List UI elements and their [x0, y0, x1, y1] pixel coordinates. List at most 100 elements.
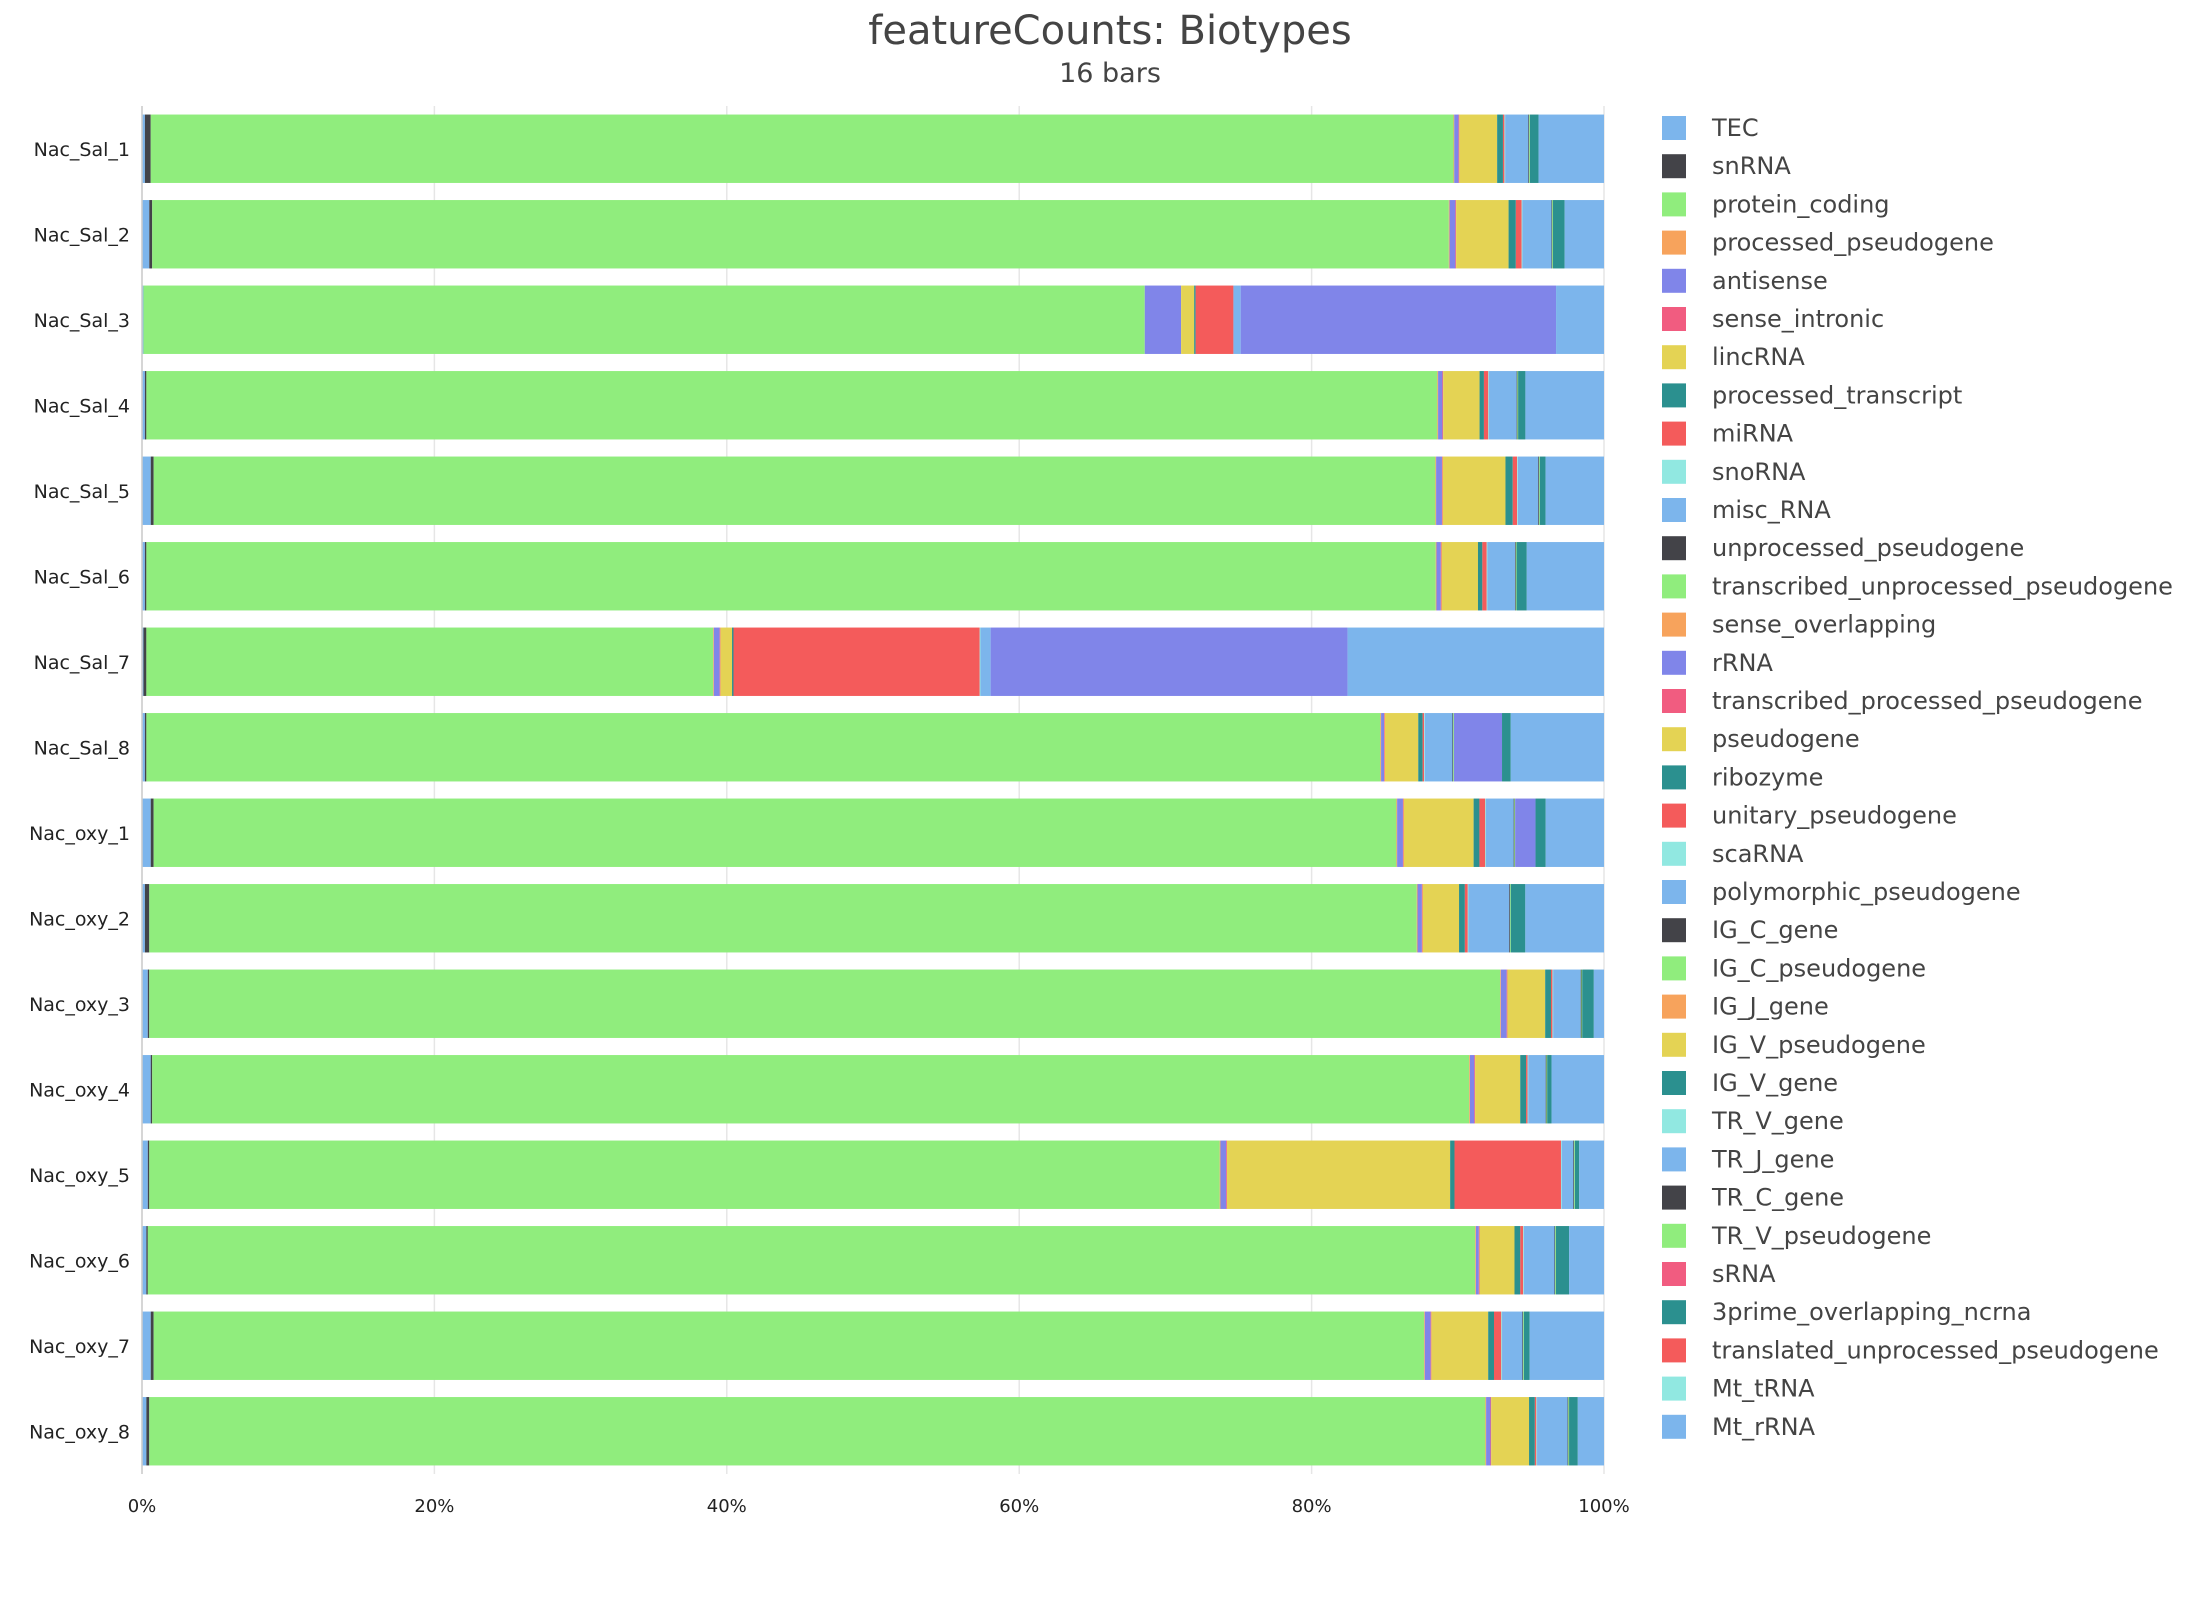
bar-segment[interactable]: [142, 371, 145, 440]
bar-segment[interactable]: [1483, 371, 1489, 440]
legend-item[interactable]: TR_V_gene: [1662, 1107, 1844, 1135]
bar-segment[interactable]: [152, 200, 1449, 269]
bar-segment[interactable]: [1574, 1140, 1580, 1209]
legend-item[interactable]: IG_V_gene: [1662, 1069, 1838, 1097]
bar-segment[interactable]: [143, 285, 1145, 354]
bar-segment[interactable]: [1560, 1140, 1562, 1209]
bar-segment[interactable]: [1438, 371, 1443, 440]
bar-segment[interactable]: [1502, 1311, 1523, 1380]
bar-segment[interactable]: [1517, 371, 1519, 440]
bar-segment[interactable]: [1528, 1055, 1546, 1124]
bar-segment[interactable]: [146, 542, 1436, 611]
bar-segment[interactable]: [146, 1226, 148, 1295]
bar-segment[interactable]: [1515, 542, 1516, 611]
bar-segment[interactable]: [1437, 371, 1439, 440]
bar-segment[interactable]: [1546, 1055, 1548, 1124]
bar-segment[interactable]: [1520, 1055, 1527, 1124]
bar-segment[interactable]: [1227, 1140, 1451, 1209]
bar-segment[interactable]: [153, 798, 1397, 867]
legend[interactable]: TEC snRNA protein_coding processed_pseudoge…: [1662, 114, 2173, 1441]
bar-segment[interactable]: [1450, 1140, 1455, 1209]
bar-segment[interactable]: [1555, 1226, 1556, 1295]
bar-segment[interactable]: [1219, 1140, 1221, 1209]
bar-segment[interactable]: [1547, 1055, 1552, 1124]
bar-segment[interactable]: [1473, 798, 1480, 867]
bar-segment[interactable]: [1452, 713, 1454, 782]
bar-segment[interactable]: [1510, 713, 1604, 782]
bar-segment[interactable]: [1491, 1397, 1530, 1466]
bar-segment[interactable]: [1514, 1226, 1521, 1295]
bar-segment[interactable]: [142, 1140, 148, 1209]
bar-segment[interactable]: [1453, 713, 1503, 782]
bar-segment[interactable]: [1504, 114, 1506, 183]
bar-segment[interactable]: [1522, 200, 1552, 269]
bar-segment[interactable]: [1494, 1311, 1502, 1380]
bar-segment[interactable]: [1442, 371, 1444, 440]
bar-segment[interactable]: [1523, 1311, 1524, 1380]
bar-segment[interactable]: [1384, 713, 1419, 782]
bar-segment[interactable]: [1505, 456, 1513, 525]
bar-segment[interactable]: [1515, 798, 1536, 867]
bar-segment[interactable]: [1422, 713, 1425, 782]
bar-segment[interactable]: [1448, 200, 1450, 269]
bar-segment[interactable]: [1441, 542, 1478, 611]
bar-segment[interactable]: [153, 1311, 1425, 1380]
bar-segment[interactable]: [1435, 542, 1437, 611]
legend-item[interactable]: Mt_tRNA: [1662, 1375, 1815, 1403]
bar-segment[interactable]: [1517, 456, 1539, 525]
bar-segment[interactable]: [1538, 114, 1604, 183]
bar-segment[interactable]: [1526, 1055, 1528, 1124]
bar-segment[interactable]: [142, 1311, 151, 1380]
bar-segment[interactable]: [1220, 1140, 1227, 1209]
bar-segment[interactable]: [1517, 456, 1518, 525]
bar-segment[interactable]: [1453, 114, 1455, 183]
bar-segment[interactable]: [1509, 884, 1511, 953]
bar-segment[interactable]: [1552, 200, 1554, 269]
bar-segment[interactable]: [1489, 371, 1517, 440]
bar-segment[interactable]: [1397, 798, 1403, 867]
bar-segment[interactable]: [1573, 1140, 1575, 1209]
bar-segment[interactable]: [1482, 542, 1487, 611]
bar-segment[interactable]: [1536, 1397, 1538, 1466]
bar-segment[interactable]: [1515, 542, 1517, 611]
bar-segment[interactable]: [1474, 1055, 1476, 1124]
bar-segment[interactable]: [1403, 798, 1474, 867]
bar-segment[interactable]: [1440, 542, 1442, 611]
bar-segment[interactable]: [1424, 1311, 1431, 1380]
bar-segment[interactable]: [1516, 371, 1518, 440]
bar-segment[interactable]: [1417, 884, 1422, 953]
bar-segment[interactable]: [1537, 1397, 1568, 1466]
bar-segment[interactable]: [144, 713, 147, 782]
bar-segment[interactable]: [146, 627, 714, 696]
bar-segment[interactable]: [144, 542, 147, 611]
bar-segment[interactable]: [1545, 1055, 1547, 1124]
bar-segment[interactable]: [142, 200, 150, 269]
bar-segment[interactable]: [1506, 969, 1508, 1038]
bar-segment[interactable]: [142, 114, 145, 183]
bar-segment[interactable]: [149, 1397, 1486, 1466]
bar-segment[interactable]: [713, 627, 720, 696]
bar-segment[interactable]: [1475, 1226, 1479, 1295]
bar-segment[interactable]: [1458, 114, 1460, 183]
bar-segment[interactable]: [1181, 285, 1195, 354]
bar-segment[interactable]: [1464, 884, 1468, 953]
bar-segment[interactable]: [150, 456, 154, 525]
bar-segment[interactable]: [1564, 200, 1604, 269]
bar-segment[interactable]: [1381, 713, 1384, 782]
bar-segment[interactable]: [1424, 713, 1453, 782]
legend-item[interactable]: transcribed_unprocessed_pseudogene: [1662, 572, 2173, 600]
bar-segment[interactable]: [142, 969, 148, 1038]
bar-segment[interactable]: [980, 627, 991, 696]
bar-segment[interactable]: [142, 713, 145, 782]
bar-segment[interactable]: [1527, 1055, 1529, 1124]
bar-segment[interactable]: [1194, 285, 1196, 354]
bar-segment[interactable]: [1574, 1140, 1575, 1209]
legend-item[interactable]: pseudogene: [1662, 725, 1860, 753]
bar-segment[interactable]: [1485, 1397, 1487, 1466]
bar-segment[interactable]: [1477, 542, 1483, 611]
legend-item[interactable]: translated_unprocessed_pseudogene: [1662, 1336, 2159, 1364]
bar-segment[interactable]: [153, 456, 1436, 525]
bar-segment[interactable]: [1567, 1397, 1569, 1466]
bar-segment[interactable]: [1508, 200, 1516, 269]
bar-segment[interactable]: [1513, 798, 1515, 867]
